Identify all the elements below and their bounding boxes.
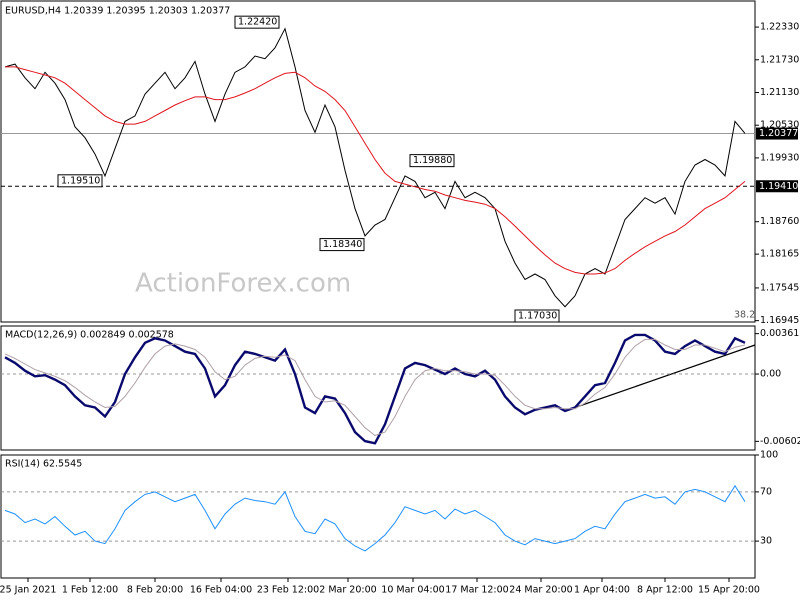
series-line [4,27,746,308]
watermark: ActionForex.com [135,269,351,299]
y-tick-label: 70 [760,486,772,497]
panel-title: MACD(12,26,9) 0.002849 0.002578 [5,330,174,341]
y-tick-label: 0.003615 [760,328,800,339]
y-tick-label: -0.006026 [760,436,800,447]
y-tick-label: 1.21130 [760,87,799,98]
x-tick-label: 15 Apr 20:00 [698,585,760,596]
series-line [5,66,746,275]
series-line [4,338,746,437]
fib-label: 38.2 [734,310,755,321]
x-tick-label: 25 Jan 2021 [0,585,56,596]
y-tick-label: 0.00 [760,369,781,380]
price-panel [0,0,756,323]
y-tick-label: 1.22330 [760,22,799,33]
y-tick-label: 1.20530 [760,120,799,131]
y-tick-label: 1.16945 [760,315,799,326]
y-tick-label: 30 [760,536,772,547]
price-level-label: 1.20377 [759,128,798,139]
panel-title: RSI(14) 62.5545 [5,459,82,470]
annotation-label: 1.22420 [238,17,277,28]
x-tick-label: 1 Apr 04:00 [574,585,630,596]
price-level-box [756,180,798,193]
y-tick-label: 1.19930 [760,152,799,163]
price-level-label: 1.19410 [759,181,798,192]
annotation-label: 1.17030 [518,311,557,322]
annotation-box [234,15,280,29]
rsi-panel [0,454,756,579]
annotation-box [57,174,103,188]
x-tick-label: 8 Feb 20:00 [127,585,183,596]
price-level-box [756,127,798,140]
macd-panel [0,325,756,451]
x-tick-label: 10 Mar 04:00 [381,585,444,596]
x-tick-label: 17 Mar 12:00 [445,585,508,596]
y-tick-label: 100 [760,450,778,461]
x-tick-label: 1 Feb 12:00 [62,585,118,596]
y-tick-label: 1.17545 [760,282,799,293]
y-tick-label: 1.21730 [760,54,799,65]
trend-line [564,344,756,412]
x-tick-label: 16 Feb 04:00 [190,585,252,596]
y-tick-label: 1.18760 [760,216,799,227]
annotation-label: 1.18340 [323,239,362,250]
x-tick-label: 23 Feb 12:00 [257,585,319,596]
annotation-label: 1.19510 [61,175,100,186]
annotation-box [514,309,560,323]
annotation-box [409,154,455,168]
x-tick-label: 8 Apr 12:00 [637,585,693,596]
series-line [4,484,746,552]
panel-title: EURUSD,H4 1.20339 1.20395 1.20303 1.2037… [5,6,230,17]
series-line [4,333,746,445]
annotation-box [319,238,365,252]
x-tick-label: 24 Mar 20:00 [509,585,572,596]
annotation-label: 1.19880 [413,155,452,166]
y-tick-label: 1.18165 [760,249,799,260]
x-tick-label: 2 Mar 20:00 [319,585,376,596]
